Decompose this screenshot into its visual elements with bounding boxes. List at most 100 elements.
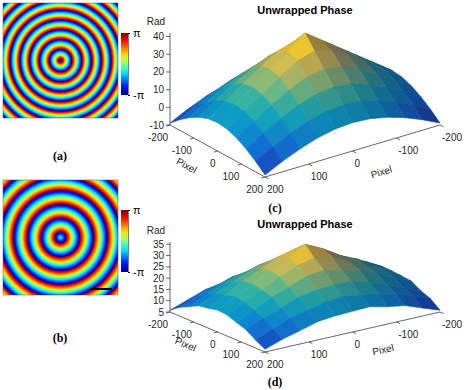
x-tick-label: -200: [148, 132, 168, 143]
z-axis-line: [170, 242, 171, 312]
wrapped-phase-panel: -ππ(a): [0, 0, 145, 163]
x-tick-label: 0: [210, 339, 216, 350]
x-tick-label: 100: [223, 349, 240, 360]
x-axis-title: Pixel: [174, 335, 198, 354]
colorbar-axis: -π π: [128, 27, 145, 101]
tick-mark: [128, 95, 130, 96]
y-tick: [265, 352, 269, 354]
z-tick: [166, 125, 170, 126]
x-tick-label: 100: [223, 171, 240, 182]
z-tick: [166, 54, 170, 55]
y-tick: [309, 342, 313, 344]
z-tick-label: 5: [158, 307, 164, 318]
phase-ring: [3, 3, 118, 118]
z-tick-label: 35: [153, 239, 165, 250]
x-tick: [237, 164, 241, 165]
surface-panel: -200-1000100200-200-1000100200-100102030…: [147, 4, 463, 215]
y-tick: [440, 125, 444, 127]
colorbar-axis: -π π: [128, 204, 145, 278]
x-tick: [166, 125, 170, 126]
x-tick: [237, 342, 241, 344]
z-tick-label: 10: [153, 295, 165, 306]
chart-title: Unwrapped Phase: [257, 218, 352, 230]
z-tick: [166, 244, 170, 245]
tick-mark: [128, 210, 130, 211]
x-tick: [166, 312, 170, 314]
y-axis-line: [265, 312, 440, 352]
figure-canvas: -ππ(a)-ππ(b)-200-1000100200-200-10001002…: [0, 0, 474, 390]
y-tick: [353, 332, 357, 334]
colorbar-tick: -π: [128, 89, 145, 101]
tick-label: π: [133, 204, 141, 216]
phase-ring: [19, 19, 101, 101]
y-tick-label: -100: [398, 145, 418, 156]
x-tick: [214, 151, 218, 152]
z-tick-label: -10: [150, 120, 165, 131]
z-tick-label: 30: [153, 49, 165, 60]
y-tick-label: -200: [442, 319, 462, 330]
image-frame: [3, 180, 118, 295]
z-tick: [166, 300, 170, 301]
phase-ring: [39, 39, 82, 82]
wrapped-phase-panel: -π π (b): [0, 163, 145, 345]
phase-ring: [13, 190, 107, 284]
tick-label: -π: [133, 266, 145, 278]
y-tick-label: 0: [355, 339, 361, 350]
y-tick-label: 100: [311, 171, 328, 182]
z-tick: [166, 266, 170, 267]
phase-ring: [49, 49, 72, 72]
x-tick-label: 0: [210, 158, 216, 169]
x-tick: [190, 138, 194, 139]
colorbar: [121, 210, 128, 272]
z-tick-label: 40: [153, 31, 165, 42]
figure: -ππ(a)-ππ(b)-200-1000100200-200-10001002…: [0, 0, 474, 390]
phase-ring: [59, 59, 62, 62]
y-tick: [396, 322, 400, 324]
z-tick-label: 25: [153, 261, 165, 272]
z-tick: [166, 289, 170, 290]
phase-ring: [27, 204, 94, 271]
phase-ring: [55, 232, 67, 244]
y-tick-label: 200: [267, 359, 284, 370]
z-tick: [166, 89, 170, 90]
axes: -200-1000100200-200-1000100200-100102030…: [147, 16, 463, 195]
phase-ring: [3, 180, 118, 295]
phase-ring: [41, 218, 80, 257]
colorbar: [121, 33, 128, 95]
surface-patch: [256, 329, 283, 349]
y-tick: [440, 312, 444, 314]
z-tick-label: 20: [153, 66, 165, 77]
y-tick: [265, 177, 269, 179]
z-tick: [166, 107, 170, 108]
colorbar-tick: -π: [128, 266, 145, 278]
z-tick-label: 20: [153, 273, 165, 284]
colorbar-tick: π: [128, 27, 141, 39]
z-tick-label: 30: [153, 250, 165, 261]
tick-label: -π: [133, 89, 145, 101]
y-tick-label: -100: [398, 329, 418, 340]
tick-mark: [128, 272, 130, 273]
z-tick-label: 15: [153, 284, 165, 295]
z-tick-label: 10: [153, 84, 165, 95]
x-tick: [214, 332, 218, 334]
x-tick-label: 200: [246, 359, 263, 370]
phase-image: [3, 180, 118, 295]
tick-mark: [128, 33, 130, 34]
colorbar-tick: π: [128, 204, 141, 216]
phase-ring: [29, 29, 92, 92]
chart-title: Unwrapped Phase: [257, 4, 352, 16]
z-axis-title: Rad: [147, 225, 165, 236]
axes: -200-1000100200-200-10001002005101520253…: [147, 225, 463, 370]
z-axis-line: [170, 33, 171, 125]
y-axis-title: Pixel: [371, 342, 395, 358]
x-axis-title: Pixel: [174, 156, 198, 176]
x-tick: [261, 177, 265, 178]
phase-image: [3, 3, 118, 118]
panel-label: (b): [53, 331, 68, 345]
x-tick-label: -200: [148, 319, 168, 330]
y-tick-label: 100: [311, 349, 328, 360]
surface: [170, 33, 440, 175]
x-tick: [261, 352, 265, 354]
y-tick-label: -200: [442, 132, 462, 143]
panel-label: (d): [268, 375, 283, 389]
